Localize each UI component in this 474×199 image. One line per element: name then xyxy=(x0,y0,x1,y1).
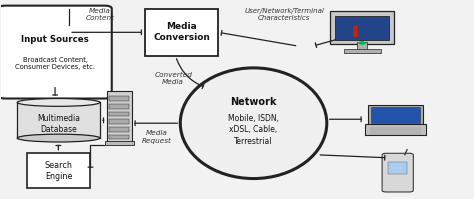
Circle shape xyxy=(359,42,365,44)
Text: Media
Conversion: Media Conversion xyxy=(153,22,210,42)
Bar xyxy=(105,141,134,145)
Ellipse shape xyxy=(17,99,100,106)
Bar xyxy=(109,104,129,109)
Ellipse shape xyxy=(17,134,100,142)
Text: Media
Request: Media Request xyxy=(142,131,172,144)
Ellipse shape xyxy=(180,68,327,179)
Text: Multimedia
Database: Multimedia Database xyxy=(37,114,80,134)
Bar xyxy=(107,91,132,142)
Bar xyxy=(368,105,423,126)
Text: Network: Network xyxy=(230,97,277,107)
Bar xyxy=(365,124,426,136)
Text: Input Sources: Input Sources xyxy=(21,35,89,44)
FancyBboxPatch shape xyxy=(27,153,91,188)
FancyBboxPatch shape xyxy=(0,6,112,99)
Text: Broadcast Content,
Consumer Devices, etc.: Broadcast Content, Consumer Devices, etc… xyxy=(15,57,95,70)
Text: Mobile, ISDN,
xDSL, Cable,
Terrestrial: Mobile, ISDN, xDSL, Cable, Terrestrial xyxy=(228,114,279,146)
Bar xyxy=(109,112,129,116)
Text: User/Network/Terminal
Characteristics: User/Network/Terminal Characteristics xyxy=(244,8,324,21)
FancyBboxPatch shape xyxy=(382,153,413,192)
Bar xyxy=(109,97,129,101)
Bar xyxy=(109,127,129,132)
FancyBboxPatch shape xyxy=(145,9,218,56)
Bar xyxy=(388,162,407,174)
Text: Converted
Media: Converted Media xyxy=(154,72,192,85)
Bar xyxy=(109,135,129,139)
Bar xyxy=(357,42,367,50)
FancyBboxPatch shape xyxy=(330,11,394,44)
Bar xyxy=(109,119,129,124)
Bar xyxy=(371,107,420,123)
Bar xyxy=(344,49,381,53)
Bar xyxy=(335,16,389,40)
Text: Media
Content: Media Content xyxy=(85,8,114,21)
Bar xyxy=(17,102,100,138)
Text: ▐: ▐ xyxy=(349,26,357,37)
Text: Search
Engine: Search Engine xyxy=(45,161,73,181)
